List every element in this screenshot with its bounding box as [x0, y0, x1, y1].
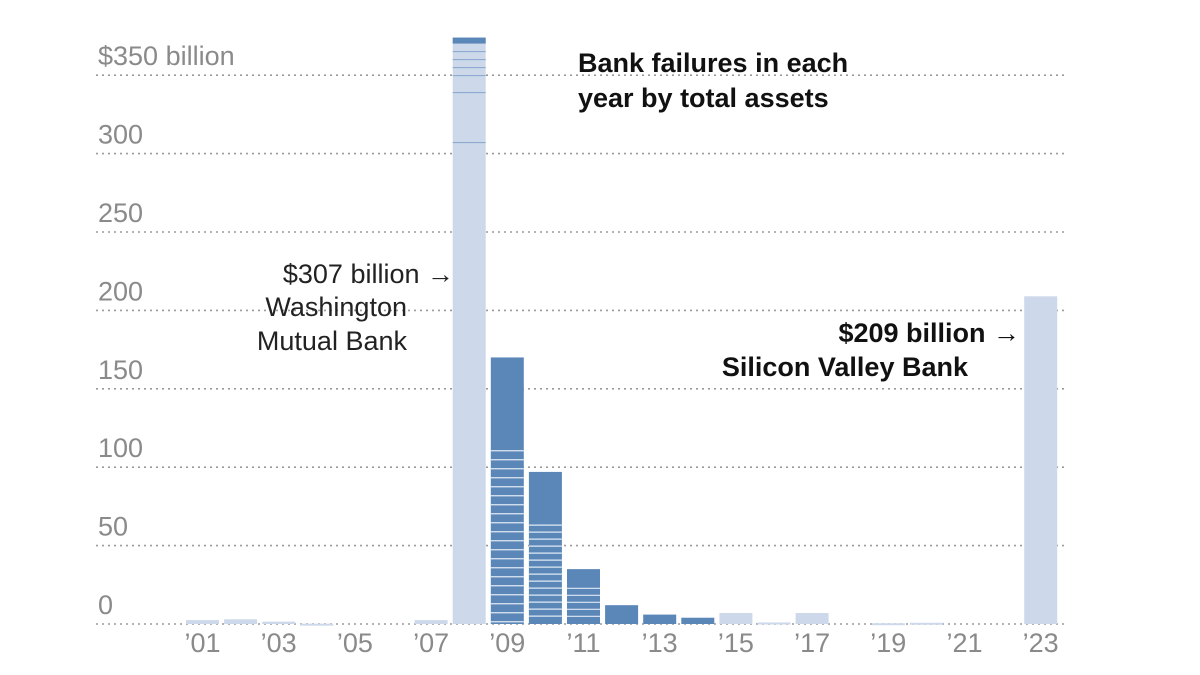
bar-2008-cap: [452, 37, 486, 44]
x-tick-label: ’03: [261, 628, 297, 658]
bar-2017: [795, 613, 829, 624]
annotation-wamu-line: $307 billion →: [283, 259, 454, 289]
x-tick-label: ’09: [489, 628, 525, 658]
x-tick-label: ’17: [794, 628, 830, 658]
x-tick-label: ’15: [718, 628, 754, 658]
x-tick-label: ’13: [642, 628, 678, 658]
x-tick-label: ’05: [337, 628, 373, 658]
y-tick-label: $350 billion: [98, 41, 235, 71]
bar-2001: [186, 620, 219, 624]
annotations: $307 billion →Washington Mutual Bank $209 …: [257, 259, 1020, 382]
y-tick-label: 0: [98, 590, 113, 620]
bar-2012: [605, 605, 639, 624]
bar-2020: [909, 622, 943, 625]
x-tick-label: ’11: [566, 628, 600, 658]
bar-2003: [262, 621, 296, 624]
bar-2023: [1024, 296, 1058, 624]
annotation-svb-line: Silicon Valley Bank: [722, 352, 969, 382]
annotation-svb-line: $209 billion →: [838, 318, 1020, 348]
chart-title-line: year by total assets: [578, 83, 829, 113]
gridlines: [96, 74, 1068, 625]
y-tick-label: 300: [98, 120, 143, 150]
bar-2015: [719, 613, 753, 624]
bar-2004: [300, 623, 334, 626]
y-tick-label: 50: [98, 512, 128, 542]
x-tick-label: ’07: [413, 628, 449, 658]
y-tick-label: 100: [98, 433, 143, 463]
annotation-wamu-line: Mutual Bank: [257, 326, 408, 356]
chart-title: Bank failures in each year by total asset…: [578, 48, 848, 113]
bar-2013: [643, 614, 677, 624]
y-tick-label: 150: [98, 355, 143, 385]
bar-2016: [757, 622, 791, 625]
y-tick-label: 250: [98, 198, 143, 228]
bar-2009: [490, 357, 524, 624]
bar-2010: [528, 471, 562, 624]
bar-2014: [681, 617, 715, 624]
x-tick-label: ’21: [946, 628, 982, 658]
bar-2007: [414, 620, 448, 624]
x-tick-label: ’01: [184, 628, 220, 658]
bars: [186, 37, 1058, 626]
chart-title-line: Bank failures in each: [578, 48, 848, 78]
annotation-wamu-line: Washington: [265, 292, 407, 322]
bar-2019: [871, 623, 905, 626]
bar-2008: [452, 37, 486, 625]
bar-2011: [567, 569, 600, 624]
x-tick-label: ’19: [870, 628, 906, 658]
x-tick-label: ’23: [1023, 628, 1059, 658]
bar-2002: [224, 619, 258, 624]
x-tick-labels: ’01 ’03 ’05 ’07 ’09 ’11 ’13 ’15 ’17 ’19 ’21 ’23: [184, 628, 1058, 658]
y-tick-label: 200: [98, 276, 143, 306]
y-tick-labels: 0 50 100 150 200 250 300 $350 billion: [98, 41, 235, 620]
